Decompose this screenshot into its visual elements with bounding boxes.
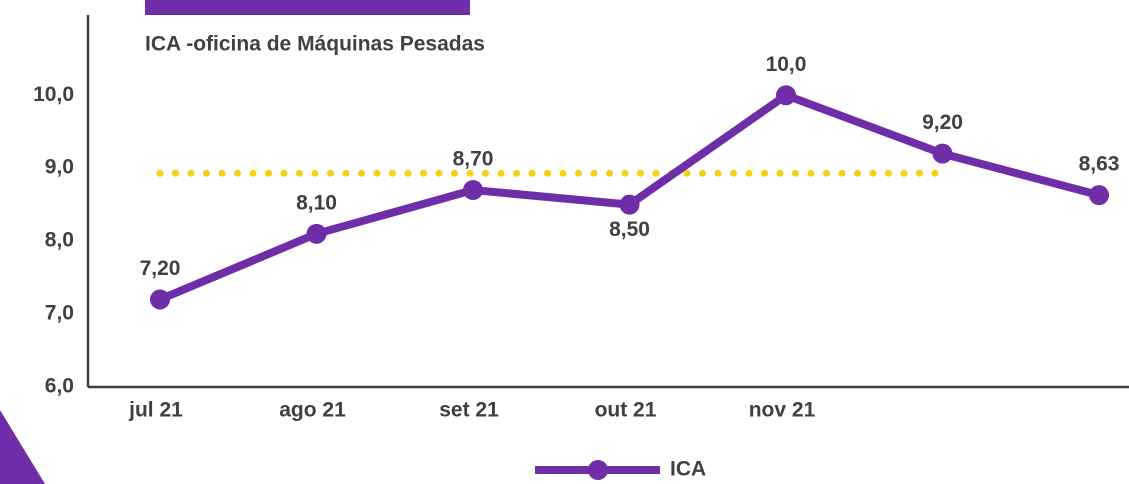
data-label: 8,50 [609, 218, 650, 241]
y-tick-label: 7,0 [45, 302, 74, 325]
data-label: 8,70 [453, 148, 494, 171]
data-point [463, 180, 483, 201]
header-banner [145, 0, 470, 15]
data-point [1089, 185, 1109, 206]
corner-decoration [0, 410, 45, 484]
data-label: 8,63 [1079, 153, 1120, 176]
data-point [619, 194, 640, 215]
x-tick-label: jul 21 [128, 399, 183, 422]
data-point [150, 289, 170, 310]
chart-subtitle: ICA -oficina de Máquinas Pesadas [145, 33, 485, 56]
data-label: 10,0 [766, 53, 807, 76]
data-point [932, 143, 953, 164]
x-tick-label: out 21 [595, 399, 657, 422]
y-tick-label: 10,0 [33, 83, 74, 106]
data-point [306, 223, 327, 244]
x-tick-label: set 21 [439, 399, 499, 422]
y-tick-label: 8,0 [45, 229, 74, 252]
x-tick-label: ago 21 [279, 399, 346, 422]
data-label: 8,10 [296, 191, 337, 214]
data-label: 7,20 [140, 257, 181, 280]
x-tick-label: nov 21 [749, 399, 816, 422]
data-label: 9,20 [922, 111, 963, 134]
y-tick-label: 6,0 [45, 375, 74, 398]
data-point [776, 85, 796, 106]
y-tick-label: 9,0 [45, 156, 74, 179]
legend-marker [588, 460, 608, 480]
legend-label: ICA [670, 458, 706, 481]
